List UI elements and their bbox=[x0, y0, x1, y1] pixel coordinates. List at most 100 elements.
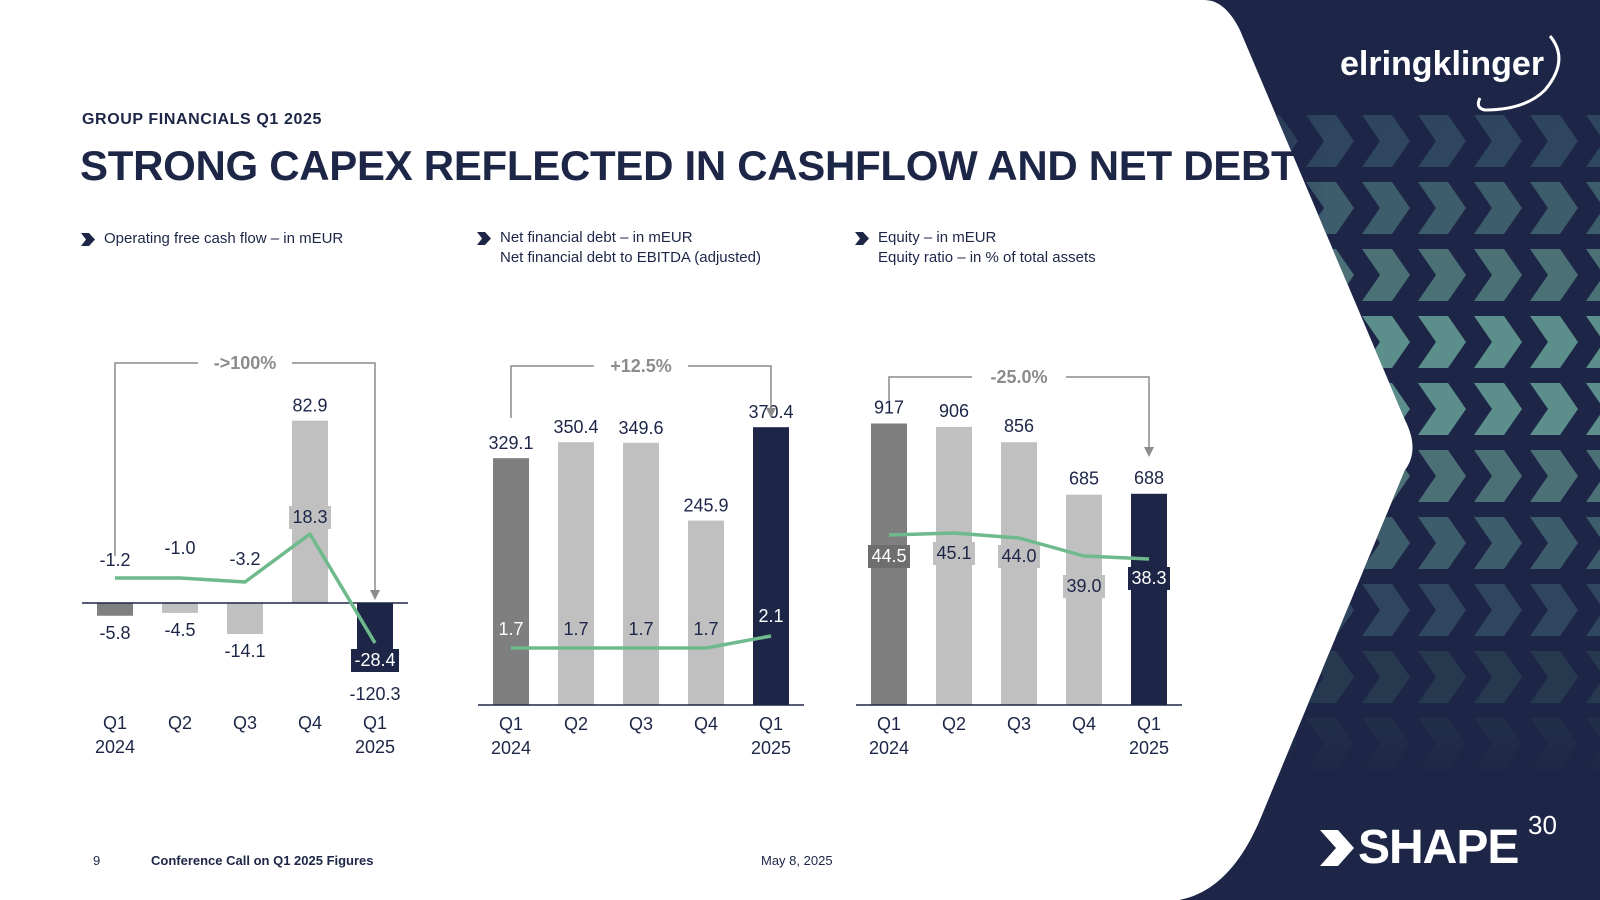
line-value-label: 44.0 bbox=[1001, 546, 1036, 566]
page-title: STRONG CAPEX REFLECTED IN CASHFLOW AND N… bbox=[80, 142, 1297, 189]
bar bbox=[1001, 442, 1037, 705]
category-label: Q4 bbox=[694, 714, 718, 734]
shape-superscript: 30 bbox=[1528, 810, 1557, 840]
annotation-arrowhead bbox=[1144, 447, 1154, 457]
chart1-legend: Operating free cash flow – in mEUR bbox=[81, 229, 343, 249]
line-value-label: -1.0 bbox=[164, 538, 195, 558]
line-series bbox=[511, 634, 772, 650]
bar-value-label: -14.1 bbox=[224, 641, 265, 661]
elringklinger-logo: elringklinger bbox=[1340, 35, 1561, 112]
line-series bbox=[115, 532, 377, 644]
chart2-legend-line1: Net financial debt – in mEUR bbox=[500, 229, 693, 246]
bar-value-label: 329.1 bbox=[488, 433, 533, 453]
category-label: 2024 bbox=[95, 737, 135, 757]
category-label: 2025 bbox=[355, 737, 395, 757]
bar bbox=[493, 458, 529, 705]
line-value-label: -120.3 bbox=[349, 684, 400, 704]
bar-value-label: 349.6 bbox=[618, 418, 663, 438]
category-label: Q1 bbox=[759, 714, 783, 734]
chevron-bullet-icon bbox=[855, 232, 869, 245]
annotation-bracket bbox=[688, 365, 772, 410]
category-label: Q4 bbox=[298, 713, 322, 733]
bar bbox=[688, 520, 724, 705]
line-value-label: 1.7 bbox=[498, 619, 523, 639]
bar-value-label: 906 bbox=[939, 401, 969, 421]
chevron-bullet-icon bbox=[477, 232, 491, 245]
line-value-label: 45.1 bbox=[936, 543, 971, 563]
bar bbox=[1131, 493, 1167, 705]
bar-value-label: 688 bbox=[1134, 468, 1164, 488]
line-value-label: 38.3 bbox=[1131, 568, 1166, 588]
category-label: Q1 bbox=[103, 713, 127, 733]
category-label: Q3 bbox=[1007, 714, 1031, 734]
category-label: 2024 bbox=[491, 738, 531, 758]
line-label-box bbox=[868, 545, 910, 568]
category-label: Q2 bbox=[168, 713, 192, 733]
annotation-bracket bbox=[510, 365, 594, 418]
bar-value-label: 856 bbox=[1004, 416, 1034, 436]
line-value-label: 18.3 bbox=[292, 507, 327, 527]
annotation-bracket bbox=[292, 362, 376, 592]
category-label: 2024 bbox=[869, 738, 909, 758]
annotation-bracket bbox=[114, 362, 198, 556]
shape30-logo: SHAPE 30 bbox=[1318, 810, 1568, 880]
category-label: Q2 bbox=[564, 714, 588, 734]
line-value-label: 1.7 bbox=[563, 619, 588, 639]
bar-value-label: 350.4 bbox=[553, 417, 598, 437]
annotation-bracket bbox=[888, 376, 972, 400]
line-value-label: 1.7 bbox=[693, 619, 718, 639]
line-label-box bbox=[289, 506, 331, 529]
annotation-bracket bbox=[1066, 376, 1150, 449]
line-label-box bbox=[998, 545, 1040, 568]
logo-text: elringklinger bbox=[1340, 45, 1544, 83]
line-value-label: 44.5 bbox=[871, 546, 906, 566]
chart3-legend-line2: Equity ratio – in % of total assets bbox=[878, 249, 1096, 266]
bar bbox=[753, 427, 789, 705]
footer-event: Conference Call on Q1 2025 Figures bbox=[151, 853, 374, 868]
category-label: 2025 bbox=[1129, 738, 1169, 758]
category-label: Q3 bbox=[233, 713, 257, 733]
line-series bbox=[888, 531, 1150, 561]
chart2-legend-line2: Net financial debt to EBITDA (adjusted) bbox=[500, 249, 761, 266]
bar bbox=[558, 442, 594, 705]
bar-value-label: 917 bbox=[874, 397, 904, 417]
bar-value-label: -28.4 bbox=[354, 650, 395, 670]
section-label: GROUP FINANCIALS Q1 2025 bbox=[82, 111, 322, 128]
chart2-legend: Net financial debt – in mEUR Net financi… bbox=[477, 228, 761, 268]
annotation-arrowhead bbox=[766, 408, 776, 418]
footer-date: May 8, 2025 bbox=[761, 853, 833, 868]
line-value-label: 1.7 bbox=[628, 619, 653, 639]
bar bbox=[162, 603, 198, 613]
chevron-icon bbox=[1320, 830, 1354, 866]
line-label-box bbox=[1128, 567, 1170, 590]
annotation-label: ->100% bbox=[214, 353, 277, 373]
chart3-legend: Equity – in mEUR Equity ratio – in % of … bbox=[855, 228, 1096, 268]
bar-value-label: 245.9 bbox=[683, 496, 728, 516]
chevron-bullet-icon bbox=[81, 233, 95, 246]
bar bbox=[1066, 494, 1102, 705]
line-label-box bbox=[933, 542, 975, 565]
category-label: Q2 bbox=[942, 714, 966, 734]
bar bbox=[936, 426, 972, 705]
shape-text: SHAPE bbox=[1358, 821, 1519, 874]
category-label: Q1 bbox=[1137, 714, 1161, 734]
category-label: Q1 bbox=[877, 714, 901, 734]
category-label: Q4 bbox=[1072, 714, 1096, 734]
category-label: 2025 bbox=[751, 738, 791, 758]
data-label-box bbox=[351, 649, 399, 672]
annotation-label: +12.5% bbox=[610, 356, 672, 376]
bar bbox=[97, 603, 133, 616]
line-label-box bbox=[1063, 575, 1105, 598]
line-value-label: 39.0 bbox=[1066, 576, 1101, 596]
bar-value-label: 82.9 bbox=[292, 396, 327, 416]
bar-value-label: 685 bbox=[1069, 469, 1099, 489]
annotation-arrowhead bbox=[370, 590, 380, 600]
category-label: Q1 bbox=[499, 714, 523, 734]
chart3-legend-line1: Equity – in mEUR bbox=[878, 229, 997, 246]
bar bbox=[623, 442, 659, 705]
line-value-label: 2.1 bbox=[758, 606, 783, 626]
